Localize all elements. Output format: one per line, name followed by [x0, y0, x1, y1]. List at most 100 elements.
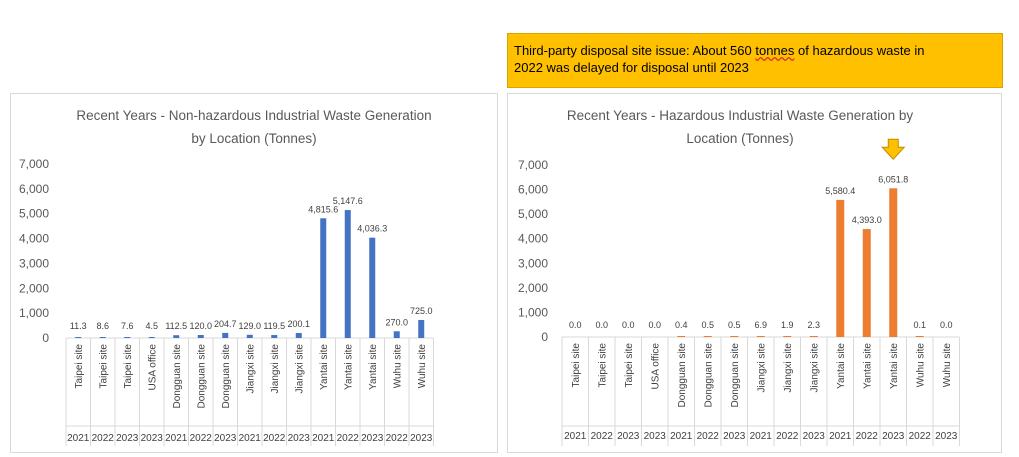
- chart-0-category-label: Jiangxi site: [270, 344, 281, 394]
- chart-1-y-tick-label: 7,000: [518, 158, 548, 172]
- chart-1-year-label: 2023: [617, 431, 640, 442]
- chart-1-data-label: 0.5: [701, 320, 714, 330]
- chart-1-category-label: Taipei site: [624, 343, 635, 388]
- chart-0-year-label: 2022: [386, 433, 409, 444]
- chart-1-data-label: 0.0: [595, 320, 608, 330]
- chart-1-category-label: Yantai site: [889, 343, 900, 389]
- chart-0-y-tick-label: 7,000: [19, 157, 49, 171]
- chart-1-data-label: 0.5: [728, 320, 741, 330]
- chart-0-category-label: Taipei site: [74, 344, 85, 389]
- chart-0-year-label: 2023: [214, 433, 237, 444]
- chart-1-bar: [809, 336, 818, 337]
- chart-1-title-line: Location (Tonnes): [686, 131, 793, 146]
- chart-1-category-label: Taipei site: [571, 343, 582, 388]
- chart-0-year-label: 2022: [92, 433, 115, 444]
- chart-0-bar: [271, 335, 278, 338]
- chart-1-category-label: Jiangxi site: [809, 343, 820, 393]
- chart-0-bar: [222, 332, 229, 338]
- chart-0-y-tick-label: 3,000: [19, 256, 49, 270]
- chart-0-category-label: USA office: [147, 344, 158, 391]
- chart-1-data-label: 6,051.8: [878, 174, 908, 184]
- chart-0-category-label: Yantai site: [319, 344, 330, 390]
- chart-1-bar: [756, 336, 765, 337]
- chart-0-year-label: 2023: [288, 433, 311, 444]
- chart-0-category-label: Yantai site: [343, 344, 354, 390]
- chart-0-data-label: 120.0: [189, 321, 212, 331]
- chart-1-data-label: 0.0: [940, 320, 953, 330]
- chart-1-y-tick-label: 5,000: [518, 207, 548, 221]
- chart-1-bar: [915, 336, 924, 337]
- chart-1-year-label: 2023: [935, 431, 958, 442]
- chart-1-year-label: 2021: [750, 431, 773, 442]
- non-hazardous-waste-chart: Recent Years - Non-hazardous Industrial …: [10, 93, 498, 453]
- chart-0-data-label: 5,147.6: [333, 196, 363, 206]
- chart-0-bar: [344, 210, 351, 338]
- chart-1-category-label: Wuhu site: [915, 343, 926, 388]
- chart-0-data-label: 7.6: [121, 321, 134, 331]
- chart-1-data-label: 6.9: [754, 320, 767, 330]
- hazardous-waste-chart-svg: Recent Years - Hazardous Industrial Wast…: [518, 108, 960, 446]
- chart-0-data-label: 4.5: [145, 321, 158, 331]
- chart-1-category-label: Yantai site: [836, 343, 847, 389]
- chart-0-bar: [418, 319, 425, 338]
- chart-0-y-tick-label: 2,000: [19, 281, 49, 295]
- hazardous-waste-chart: Recent Years - Hazardous Industrial Wast…: [507, 93, 1002, 453]
- chart-1-data-label: 0.1: [913, 320, 926, 330]
- callout-text-suffix: of hazardous waste in: [794, 43, 925, 58]
- chart-1-year-label: 2021: [829, 431, 852, 442]
- chart-1-category-label: Dongguan site: [677, 343, 688, 408]
- chart-1-y-tick-label: 4,000: [518, 232, 548, 246]
- chart-1-year-label: 2022: [856, 431, 879, 442]
- chart-1-data-label: 0.4: [675, 320, 688, 330]
- callout-text-prefix: Third-party disposal site issue: About 5…: [514, 43, 756, 58]
- chart-0-year-label: 2023: [141, 433, 164, 444]
- chart-1-bar: [889, 188, 898, 337]
- chart-0-category-label: Dongguan site: [196, 344, 207, 409]
- chart-0-data-label: 112.5: [165, 321, 187, 331]
- chart-0-year-label: 2022: [337, 433, 360, 444]
- chart-1-category-label: Jiangxi site: [756, 343, 767, 393]
- chart-1-category-label: USA office: [650, 343, 661, 390]
- chart-0-bar: [99, 337, 106, 338]
- chart-1-data-label: 1.9: [781, 320, 794, 330]
- chart-0-year-label: 2021: [67, 433, 90, 444]
- chart-0-bar: [173, 335, 180, 338]
- chart-0-year-label: 2021: [312, 433, 335, 444]
- chart-1-y-tick-label: 1,000: [518, 305, 548, 319]
- chart-0-bar: [369, 237, 376, 338]
- chart-0-bar: [320, 218, 327, 338]
- chart-1-data-label: 0.0: [648, 320, 661, 330]
- chart-0-data-label: 270.0: [385, 317, 408, 327]
- chart-0-data-label: 204.7: [214, 319, 237, 329]
- chart-1-year-label: 2023: [882, 431, 905, 442]
- chart-0-bar: [393, 331, 400, 338]
- chart-0-bar: [148, 337, 155, 338]
- chart-1-year-label: 2021: [670, 431, 693, 442]
- chart-1-y-tick-label: 3,000: [518, 256, 548, 270]
- chart-1-data-label: 2.3: [807, 320, 820, 330]
- callout-text-underlined: tonnes: [755, 43, 795, 58]
- chart-1-bar: [677, 336, 686, 337]
- chart-0-title-line: by Location (Tonnes): [191, 131, 316, 146]
- chart-0-y-tick-label: 1,000: [19, 306, 49, 320]
- chart-1-y-tick-label: 2,000: [518, 281, 548, 295]
- chart-0-data-label: 11.3: [70, 321, 87, 331]
- chart-1-title-line: Recent Years - Hazardous Industrial Wast…: [567, 108, 913, 123]
- chart-1-category-label: Dongguan site: [703, 343, 714, 408]
- chart-0-y-tick-label: 0: [42, 331, 49, 345]
- chart-0-category-label: Taipei site: [98, 344, 109, 389]
- chart-0-year-label: 2022: [263, 433, 286, 444]
- chart-0-data-label: 725.0: [410, 306, 433, 316]
- chart-1-year-label: 2023: [803, 431, 826, 442]
- chart-1-category-label: Dongguan site: [730, 343, 741, 408]
- chart-0-category-label: Wuhu site: [417, 344, 428, 389]
- chart-1-bar: [783, 336, 792, 337]
- non-hazardous-waste-chart-svg: Recent Years - Non-hazardous Industrial …: [19, 108, 434, 446]
- chart-0-bar: [197, 335, 204, 338]
- chart-1-y-tick-label: 6,000: [518, 183, 548, 197]
- chart-1-data-label: 0.0: [569, 320, 582, 330]
- chart-0-year-label: 2022: [190, 433, 213, 444]
- chart-0-bar: [75, 337, 82, 338]
- chart-1-year-label: 2023: [723, 431, 746, 442]
- chart-0-data-label: 4,815.6: [308, 204, 338, 214]
